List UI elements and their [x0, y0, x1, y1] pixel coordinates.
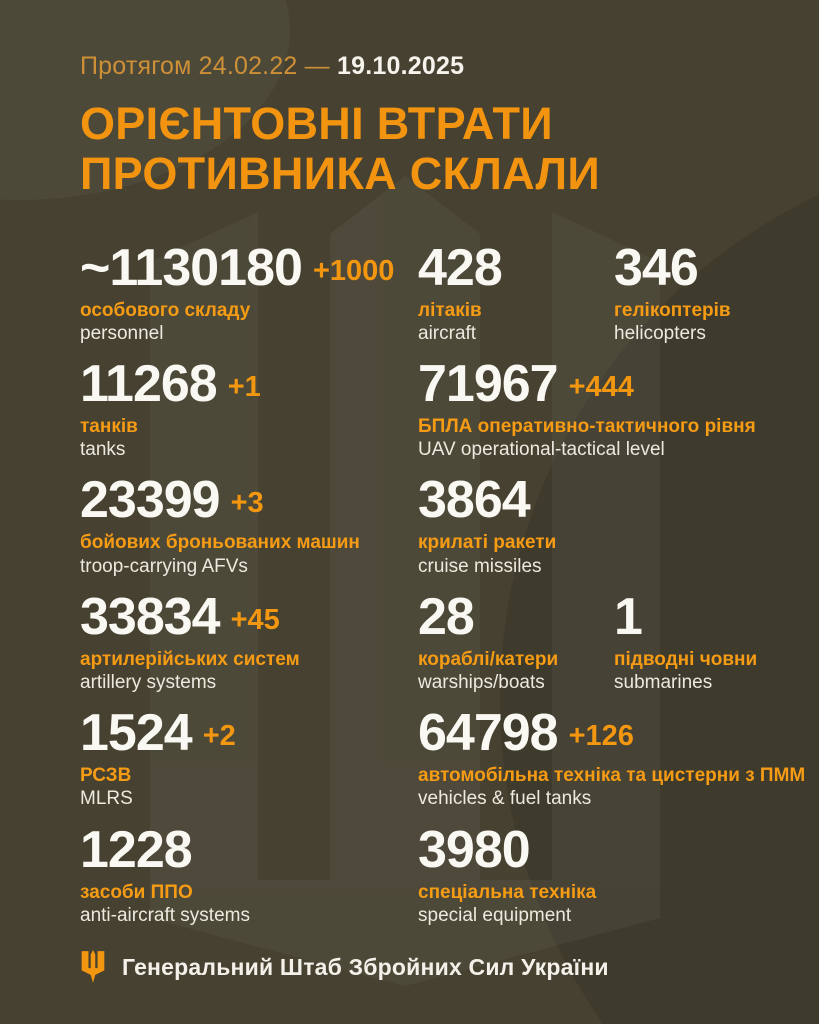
stat-number: 23399	[80, 471, 221, 530]
stat-number: 33834	[80, 587, 221, 646]
stat-delta: +444	[568, 371, 634, 404]
stats-row-1: ~1130180 +1000 особового складу personne…	[80, 242, 789, 345]
stat-label-uk: РСЗВ	[80, 765, 132, 787]
stat-cruise-missiles: 3864 крилаті ракети cruise missiles	[418, 474, 789, 577]
stat-label-uk: кораблі/катери	[418, 648, 559, 670]
stat-personnel: ~1130180 +1000 особового складу personne…	[80, 242, 418, 345]
stat-label-en: anti-aircraft systems	[80, 904, 250, 926]
stat-label-uk: крилаті ракети	[418, 532, 557, 554]
stat-label-en: special equipment	[418, 904, 572, 926]
stat-number: 3980	[418, 820, 531, 879]
stat-label-uk: автомобільна техніка та цистерни з ПММ	[418, 765, 806, 787]
stat-label-en: UAV operational-tactical level	[418, 439, 665, 461]
stat-number: 1228	[80, 820, 193, 879]
stat-label-en: troop-carrying AFVs	[80, 555, 248, 577]
stat-vehicles: 64798 +126 автомобільна техніка та цисте…	[418, 707, 805, 810]
stats-subrow: 28 кораблі/катери warships/boats 1 підво…	[418, 591, 789, 694]
stat-aircraft: 428 літаків aircraft	[418, 242, 614, 345]
stat-label-uk: БПЛА оперативно-тактичного рівня	[418, 416, 756, 438]
stat-artillery: 33834 +45 артилерійських систем artiller…	[80, 591, 418, 694]
stats-row-4: 33834 +45 артилерійських систем artiller…	[80, 591, 789, 694]
stat-number: 3864	[418, 471, 531, 530]
page-title: ОРІЄНТОВНІ ВТРАТИ ПРОТИВНИКА СКЛАЛИ	[80, 98, 789, 200]
stat-delta: +1	[227, 371, 261, 404]
title-line-1: ОРІЄНТОВНІ ВТРАТИ	[80, 98, 553, 149]
stat-label-uk: бойових броньованих машин	[80, 532, 360, 554]
title-line-2: ПРОТИВНИКА СКЛАЛИ	[80, 148, 601, 200]
stat-special-equipment: 3980 спеціальна техніка special equipmen…	[418, 824, 789, 927]
stat-number: ~1130180	[80, 238, 303, 297]
stat-label-uk: артилерійських систем	[80, 648, 300, 670]
stat-delta: +2	[202, 720, 236, 753]
stat-label-uk: підводні човни	[614, 648, 758, 670]
stat-label-en: vehicles & fuel tanks	[418, 788, 592, 810]
stat-number: 64798	[418, 704, 559, 763]
stat-number: 28	[418, 587, 475, 646]
stat-delta: +126	[568, 720, 634, 753]
stat-label-en: tanks	[80, 439, 126, 461]
period-line: Протягом 24.02.22 — 19.10.2025	[80, 52, 789, 81]
footer-text: Генеральний Штаб Збройних Сил України	[122, 953, 609, 980]
stat-number: 1524	[80, 704, 193, 763]
stat-delta: +1000	[312, 254, 395, 287]
stat-number: 71967	[418, 355, 559, 414]
footer: Генеральний Штаб Збройних Сил України	[80, 950, 789, 984]
stat-anti-aircraft: 1228 засоби ППО anti-aircraft systems	[80, 824, 418, 927]
stat-helicopters: 346 гелікоптерів helicopters	[614, 242, 789, 345]
stat-label-uk: спеціальна техніка	[418, 881, 597, 903]
stat-label-uk: танків	[80, 416, 138, 438]
stat-label-uk: засоби ППО	[80, 881, 193, 903]
stats-row-5: 1524 +2 РСЗВ MLRS 64798 +126 автомобільн…	[80, 707, 805, 810]
stat-number: 428	[418, 238, 503, 297]
stat-afv: 23399 +3 бойових броньованих машин troop…	[80, 474, 418, 577]
stat-label-en: cruise missiles	[418, 555, 542, 577]
stats-row-2: 11268 +1 танків tanks 71967 +444 БПЛА оп…	[80, 358, 789, 461]
stat-delta: +45	[230, 603, 280, 636]
period-date: 19.10.2025	[337, 52, 465, 80]
period-prefix: Протягом 24.02.22 —	[80, 52, 330, 80]
stat-label-uk: гелікоптерів	[614, 299, 731, 321]
stat-label-uk: літаків	[418, 299, 482, 321]
stat-submarines: 1 підводні човни submarines	[614, 591, 789, 694]
stat-uav: 71967 +444 БПЛА оперативно-тактичного рі…	[418, 358, 789, 461]
stat-mlrs: 1524 +2 РСЗВ MLRS	[80, 707, 418, 810]
stats-row-3: 23399 +3 бойових броньованих машин troop…	[80, 474, 789, 577]
stat-number: 1	[614, 587, 643, 646]
stat-warships: 28 кораблі/катери warships/boats	[418, 591, 614, 694]
tryzub-trident-icon	[80, 950, 106, 984]
stat-label-en: submarines	[614, 671, 713, 693]
stats-subrow: 428 літаків aircraft 346 гелікоптерів he…	[418, 242, 789, 345]
stat-label-en: aircraft	[418, 322, 477, 344]
stat-label-en: personnel	[80, 322, 164, 344]
stats-row-6: 1228 засоби ППО anti-aircraft systems 39…	[80, 824, 789, 927]
stat-number: 11268	[80, 355, 218, 414]
stat-label-en: MLRS	[80, 788, 133, 810]
stat-number: 346	[614, 238, 699, 297]
stat-tanks: 11268 +1 танків tanks	[80, 358, 418, 461]
stat-label-en: artillery systems	[80, 671, 217, 693]
stats-grid: ~1130180 +1000 особового складу personne…	[80, 242, 805, 940]
stat-label-en: helicopters	[614, 322, 706, 344]
stat-delta: +3	[230, 487, 264, 520]
stat-label-uk: особового складу	[80, 299, 251, 321]
stat-label-en: warships/boats	[418, 671, 545, 693]
